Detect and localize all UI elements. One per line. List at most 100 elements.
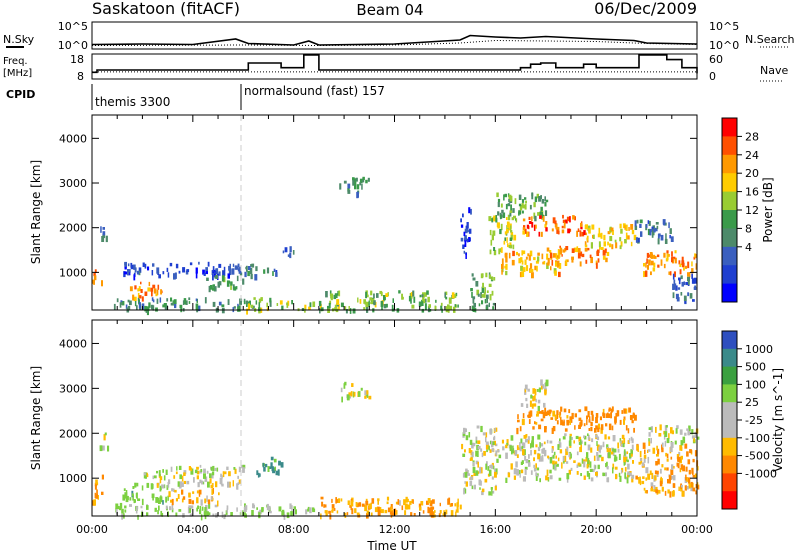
heatmap-cell (521, 210, 524, 214)
heatmap-cell (600, 427, 603, 434)
heatmap-cell (164, 305, 168, 310)
colorbar-tick-label: -100 (745, 432, 770, 445)
heatmap-region-7 (244, 263, 278, 281)
heatmap-cell (473, 484, 476, 490)
heatmap-cell (540, 212, 543, 216)
heatmap-cell (154, 507, 157, 512)
heatmap-cell (290, 511, 293, 516)
heatmap-cell (611, 244, 614, 250)
heatmap-cell (377, 500, 379, 505)
heatmap-cell (291, 300, 293, 305)
heatmap-cell (684, 443, 688, 449)
heatmap-cell (628, 227, 630, 231)
heatmap-cell (501, 264, 504, 270)
heatmap-cell (523, 435, 527, 439)
freq-line-freq (92, 54, 698, 74)
heatmap-cell (683, 281, 685, 286)
heatmap-cell (587, 239, 589, 243)
heatmap-cell (215, 268, 219, 275)
heatmap-cell (590, 477, 594, 482)
heatmap-cell (605, 463, 607, 468)
heatmap-cell (690, 487, 693, 492)
heatmap-cell (522, 413, 525, 419)
heatmap-cell (510, 463, 513, 470)
heatmap-cell (136, 270, 140, 275)
heatmap-cell (583, 423, 586, 427)
heatmap-cell (210, 484, 214, 489)
heatmap-cell (516, 469, 520, 476)
heatmap-cell (387, 507, 391, 513)
y-tick-label: 2000 (59, 427, 87, 440)
velocity-y-axis-label: Slant Range [km] (29, 366, 43, 470)
heatmap-cell (412, 499, 414, 504)
heatmap-cell (365, 393, 368, 397)
heatmap-cell (647, 473, 651, 480)
heatmap-cell (642, 476, 645, 479)
heatmap-cell (304, 308, 306, 313)
heatmap-cell (203, 272, 206, 276)
heatmap-cell (659, 468, 662, 474)
heatmap-cell (644, 490, 647, 494)
heatmap-cell (196, 490, 199, 494)
heatmap-cell (522, 442, 526, 449)
heatmap-cell (650, 426, 653, 433)
heatmap-cell (647, 456, 650, 464)
heatmap-cell (577, 228, 580, 232)
heatmap-cell (552, 426, 556, 432)
heatmap-cell (524, 259, 527, 265)
heatmap-cell (327, 308, 330, 313)
heatmap-cell (230, 281, 233, 286)
heatmap-cell (465, 435, 469, 441)
heatmap-cell (671, 251, 673, 257)
heatmap-cell (328, 510, 331, 514)
heatmap-cell (692, 458, 695, 463)
heatmap-cell (623, 462, 626, 466)
heatmap-cell (569, 420, 571, 425)
x-tick-label: 20:00 (580, 523, 612, 536)
heatmap-cell (494, 485, 497, 491)
heatmap-cell (539, 442, 541, 448)
colorbar-swatch (722, 154, 737, 174)
heatmap-cell (687, 276, 690, 282)
heatmap-cell (401, 293, 403, 300)
heatmap-cell (627, 440, 630, 444)
heatmap-cell (343, 180, 347, 184)
heatmap-cell (205, 269, 208, 275)
heatmap-cell (544, 426, 547, 433)
power-x-ticks (91, 115, 698, 310)
heatmap-cell (244, 505, 248, 511)
heatmap-cell (610, 412, 612, 419)
heatmap-region-14 (488, 214, 517, 256)
heatmap-cell (647, 449, 651, 452)
heatmap-cell (658, 433, 662, 437)
heatmap-cell (612, 450, 615, 457)
heatmap-cell (513, 475, 516, 480)
heatmap-cell (516, 445, 519, 451)
heatmap-cell (643, 263, 646, 267)
heatmap-cell (563, 222, 566, 229)
heatmap-cell (213, 271, 217, 275)
noise-left-label: N.Sky (3, 33, 35, 46)
heatmap-cell (537, 405, 540, 411)
heatmap-cell (232, 263, 235, 267)
heatmap-cell (560, 406, 563, 412)
heatmap-cell (691, 273, 693, 279)
heatmap-cell (631, 438, 634, 444)
heatmap-cell (518, 211, 520, 216)
heatmap-cell (447, 304, 450, 311)
heatmap-cell (521, 271, 525, 277)
heatmap-region-16 (648, 424, 700, 448)
heatmap-cell (619, 223, 622, 229)
heatmap-cell (538, 387, 541, 393)
heatmap-cell (626, 459, 629, 463)
heatmap-cell (134, 482, 137, 488)
heatmap-cell (418, 503, 421, 508)
heatmap-cell (190, 468, 194, 475)
heatmap-cell (559, 416, 562, 420)
x-tick-label: 00:00 (681, 523, 713, 536)
heatmap-cell (578, 442, 582, 445)
heatmap-cell (148, 281, 151, 287)
heatmap-cell (664, 490, 667, 496)
heatmap-cell (544, 389, 547, 394)
heatmap-cell (627, 463, 630, 470)
